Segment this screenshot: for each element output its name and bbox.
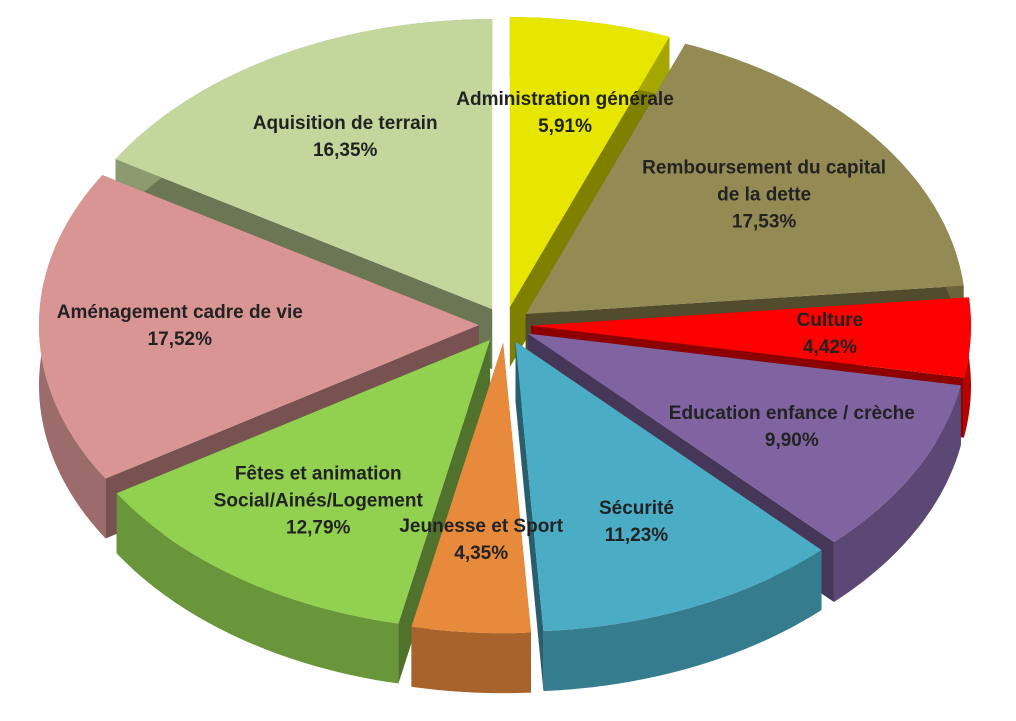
value-label: 17,53% [731,211,797,233]
slice [411,343,532,634]
slice-label: Fêtes et animation Social/Ainés/Logement… [193,461,443,542]
value-label: 17,52% [147,329,213,351]
value-label: 12,79% [286,517,351,539]
value-label: 9,90% [764,429,819,451]
slice [515,341,822,632]
slice [530,297,971,378]
category-label: Aquisition de terrain [252,113,438,135]
slice [509,17,670,308]
slice [525,43,964,315]
category-label: Fêtes et animation Social/Ainés/Logement [213,463,423,512]
value-label: 11,23% [604,525,669,546]
slice-label: Aquisition de terrain 16,35% [220,110,470,164]
slice-label: Jeunesse et Sport 4,35% [356,513,606,567]
slice [115,19,493,310]
slice-label: Sécurité 11,23% [511,495,761,549]
slice-wall [411,626,532,694]
value-label: 4,35% [454,542,509,564]
value-label: 5,91% [538,116,592,138]
slice-label: Culture 4,42% [705,307,955,361]
slice-label: Remboursement du capital de la dette 17,5… [639,154,889,235]
category-label: Jeunesse et Sport [399,515,564,537]
slice-label: Aménagement cadre de vie 17,52% [55,299,305,353]
category-label: Education enfance / crèche [668,402,915,424]
slice-wall [116,493,399,684]
slice-side [515,341,544,692]
value-label: 16,35% [312,140,378,162]
slice-label: Administration générale 5,91% [440,86,690,140]
slice-wall [833,385,961,602]
category-label: Sécurité [598,498,674,519]
category-label: Aménagement cadre de vie [56,302,303,324]
category-label: Remboursement du capital de la dette [642,157,887,206]
slice-wall [543,550,822,692]
slice-label: Education enfance / crèche 9,90% [667,400,917,454]
slice [527,333,961,542]
value-label: 4,42% [802,336,857,358]
category-label: Culture [796,309,864,331]
slice [39,175,480,479]
category-label: Administration générale [456,89,674,111]
slice [116,339,491,624]
